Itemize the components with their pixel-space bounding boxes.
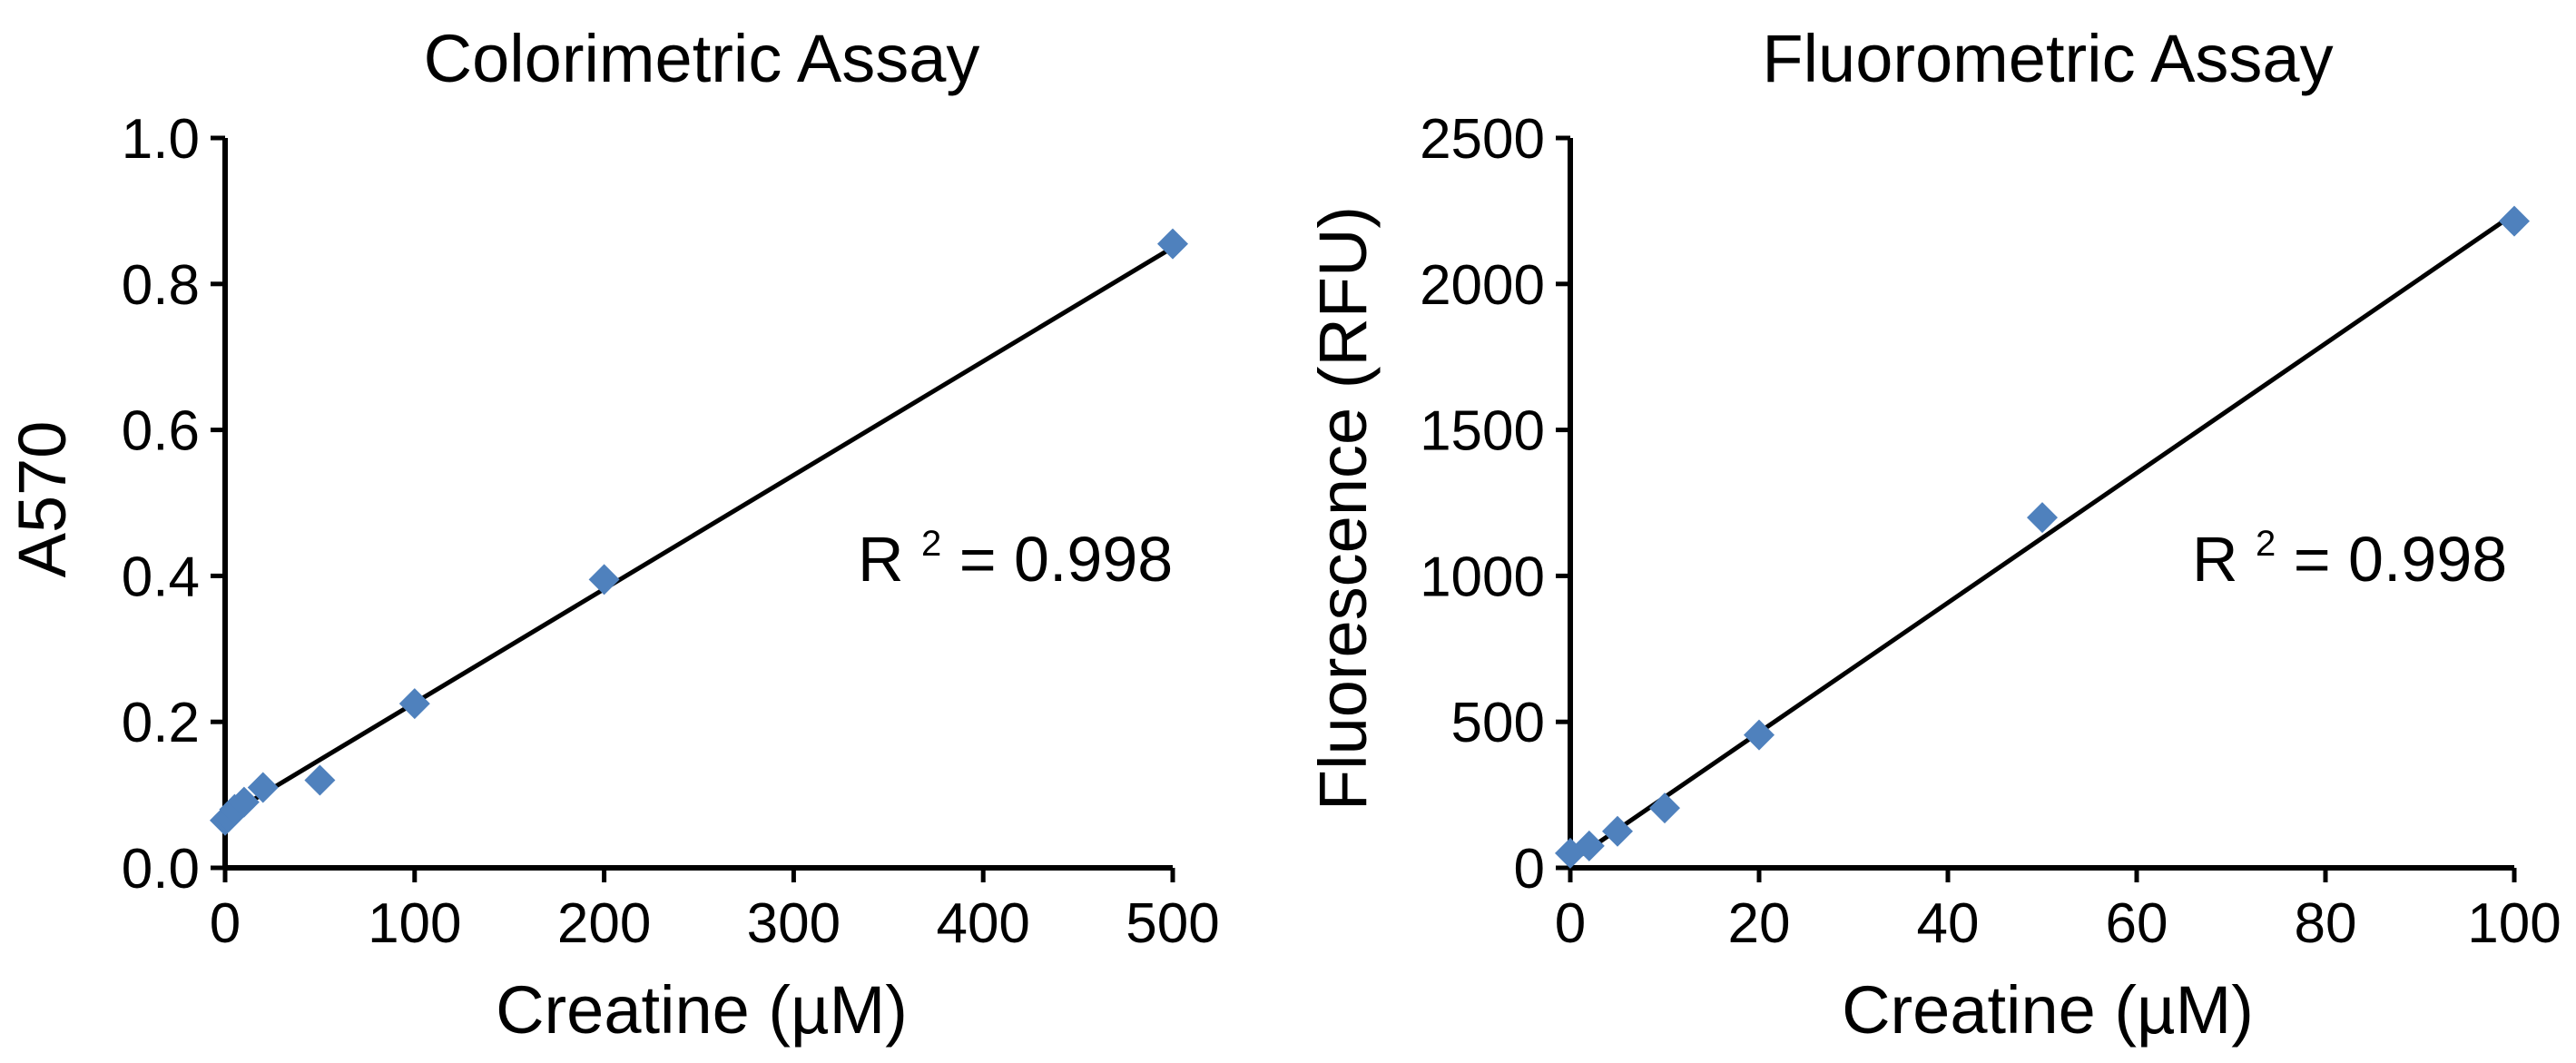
r-squared-exponent: 2 [2256,524,2276,564]
x-tick-label: 0 [210,892,241,955]
data-point [1573,830,1605,861]
r-squared-exponent: 2 [921,524,941,564]
colorimetric-panel: Colorimetric Assay A570 Creatine (µM) R … [5,21,1220,1048]
r-squared-base: R [2192,524,2238,595]
data-point [2027,502,2058,534]
y-axis-label: A570 [5,421,80,578]
x-tick-label: 0 [1555,892,1586,955]
data-point [398,688,430,720]
x-tick-label: 200 [557,892,651,955]
x-tick-label: 40 [1917,892,1980,955]
y-axis-label: Fluorescence (RFU) [1305,206,1381,811]
r-squared-base: R [858,524,904,595]
x-tick-label: 400 [936,892,1029,955]
data-point [1157,228,1188,260]
x-tick-label: 60 [2106,892,2168,955]
r-squared-value: = 0.998 [2294,524,2508,595]
data-point [1649,792,1680,824]
y-tick-label: 0.8 [122,254,200,317]
data-point [247,772,279,803]
data-point [2499,205,2530,237]
y-tick-label: 1500 [1420,400,1545,463]
y-tick-label: 0.6 [122,400,200,463]
y-tick-label: 0.4 [122,546,200,608]
data-point [228,786,260,818]
y-tick-label: 0 [1514,838,1545,901]
trendline [1568,212,2516,864]
y-tick-label: 1.0 [122,108,200,171]
chart-title: Fluorometric Assay [1762,21,2333,96]
data-point [1602,815,1633,847]
trendline [223,245,1175,819]
y-tick-label: 2000 [1420,254,1545,317]
y-tick-label: 1000 [1420,546,1545,608]
y-tick-label: 0.0 [122,838,200,901]
x-tick-label: 80 [2295,892,2357,955]
data-point [588,564,620,595]
data-point [304,764,336,796]
fluorometric-panel: Fluorometric Assay Fluorescence (RFU) Cr… [1305,21,2561,1048]
r-squared-value: = 0.998 [959,524,1174,595]
y-tick-label: 0.2 [122,692,200,754]
data-point [1744,719,1775,751]
r-squared-annotation: R 2 = 0.998 [2192,498,2507,595]
x-tick-label: 500 [1126,892,1219,955]
y-tick-label: 2500 [1420,108,1545,171]
x-axis-label: Creatine (µM) [496,972,908,1048]
x-tick-label: 100 [2467,892,2561,955]
x-tick-label: 20 [1728,892,1791,955]
x-tick-label: 300 [747,892,841,955]
r-squared-annotation: R 2 = 0.998 [858,498,1173,595]
x-axis-label: Creatine (µM) [1842,972,2254,1048]
y-tick-label: 500 [1451,692,1545,754]
chart-title: Colorimetric Assay [424,21,980,96]
x-tick-label: 100 [368,892,461,955]
